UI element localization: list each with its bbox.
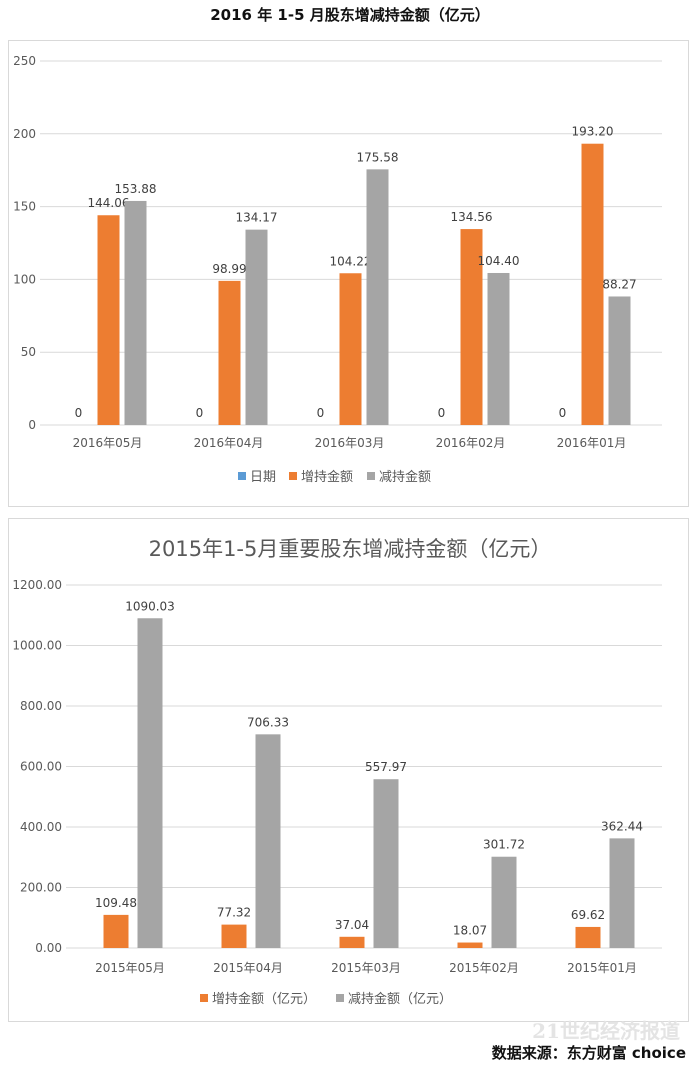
data-label: 362.44 [601,819,643,833]
bar-1 [460,229,483,425]
x-tick-label: 2016年02月 [436,436,506,450]
data-label: 0 [75,406,83,420]
bar-0 [575,926,601,948]
bar-1 [609,838,635,948]
y-tick-label: 250 [13,54,36,68]
bar-1 [581,143,604,425]
x-tick-label: 2015年05月 [95,961,165,975]
x-tick-label: 2016年04月 [194,436,264,450]
y-tick-label: 200.00 [20,881,62,895]
legend-label: 减持金额 [379,469,431,485]
bar-0 [457,942,483,948]
bar-1 [339,273,362,425]
bar-2 [245,229,268,425]
bar-2 [608,296,631,425]
y-tick-label: 200 [13,127,36,141]
data-label: 98.99 [212,262,246,276]
x-tick-label: 2016年01月 [557,436,627,450]
data-label: 104.22 [330,254,372,268]
data-label: 153.88 [115,182,157,196]
x-tick-label: 2016年03月 [315,436,385,450]
y-tick-label: 400.00 [20,820,62,834]
y-tick-label: 150 [13,200,36,214]
bar-2 [487,272,510,425]
bar-0 [221,924,247,948]
legend-swatch [367,472,375,480]
y-tick-label: 0.00 [35,941,62,955]
legend-swatch [336,994,344,1002]
watermark: 21世纪经济报道 [532,1019,680,1043]
bar-1 [373,779,399,948]
data-label: 134.56 [451,210,493,224]
legend-swatch [238,472,246,480]
data-label: 134.17 [236,211,278,225]
data-label: 18.07 [453,924,487,938]
bar-2 [124,200,147,425]
x-tick-label: 2015年04月 [213,961,283,975]
bar-0 [339,936,365,948]
bar-0 [103,914,129,948]
data-label: 557.97 [365,760,407,774]
data-label: 706.33 [247,715,289,729]
data-label: 0 [196,406,204,420]
data-label: 0 [317,406,325,420]
bar-1 [97,215,120,425]
y-tick-label: 800.00 [20,699,62,713]
y-tick-label: 100 [13,272,36,286]
data-label: 0 [438,406,446,420]
data-label: 77.32 [217,906,251,920]
x-tick-label: 2015年01月 [567,961,637,975]
data-label: 144.06 [88,196,130,210]
x-tick-label: 2016年05月 [73,436,143,450]
data-label: 193.20 [572,125,614,139]
data-label: 301.72 [483,838,525,852]
bar-1 [255,734,281,948]
y-tick-label: 1000.00 [12,639,62,653]
y-tick-label: 600.00 [20,760,62,774]
data-label: 1090.03 [125,599,175,613]
legend-label: 增持金额 [301,469,353,485]
data-label: 88.27 [602,277,636,291]
y-tick-label: 0 [28,418,36,432]
legend-swatch [289,472,297,480]
legend-label: 增持金额（亿元） [212,991,316,1007]
bar-1 [137,618,163,948]
chart-title: 2015年1-5月重要股东增减持金额（亿元） [149,537,552,561]
bar-2 [366,169,389,425]
legend-label: 日期 [250,470,276,485]
data-label: 69.62 [571,908,605,922]
data-label: 37.04 [335,918,369,932]
x-tick-label: 2015年02月 [449,961,519,975]
data-label: 104.40 [478,254,520,268]
bar-1 [218,280,241,425]
y-tick-label: 1200.00 [12,578,62,592]
y-tick-label: 50 [21,345,36,359]
x-tick-label: 2015年03月 [331,961,401,975]
data-label: 109.48 [95,896,137,910]
data-label: 175.58 [357,150,399,164]
page-title: 2016 年 1-5 月股东增减持金额（亿元） [210,6,490,24]
source-note: 数据来源：东方财富 choice [491,1044,686,1062]
bar-1 [491,856,517,948]
data-label: 0 [559,406,567,420]
legend-swatch [200,994,208,1002]
legend-label: 减持金额（亿元） [348,991,452,1007]
